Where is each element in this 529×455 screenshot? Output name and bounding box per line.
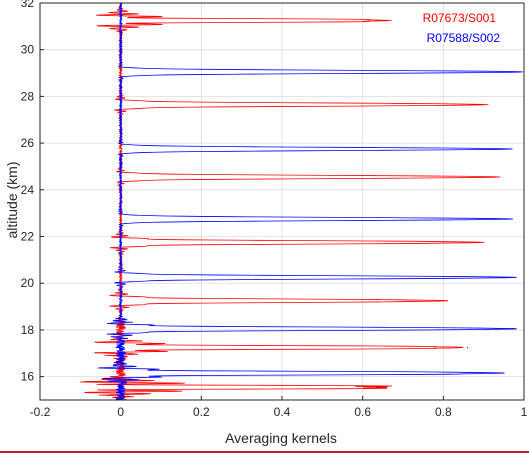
bottom-divider (0, 451, 529, 453)
peak-point-2-3 (511, 218, 513, 220)
peak-point-1-4 (483, 241, 485, 243)
x-axis-label: Averaging kernels (225, 430, 337, 446)
y-tick-label-5: 26 (21, 136, 35, 150)
series-line-1 (79, 2, 500, 401)
y-tick-label-4: 24 (21, 183, 35, 197)
peak-point-1-2 (487, 103, 489, 106)
peak-point-1-1 (390, 19, 392, 22)
y-tick-label-2: 20 (21, 276, 35, 290)
peak-point-2-2 (511, 148, 513, 150)
peak-point-2-4 (515, 276, 517, 278)
x-tick-label-1: 0 (117, 405, 124, 419)
peak-point-1-7 (386, 386, 388, 388)
x-tick-label-5: 0.8 (435, 405, 452, 419)
peak-point-1-6 (466, 346, 469, 349)
x-tick-label-3: 0.4 (274, 405, 291, 419)
series-1 (79, 2, 501, 401)
y-axis-label: altitude (km) (4, 161, 20, 238)
x-tick-label-6: 1 (521, 405, 528, 419)
y-tick-label-0: 16 (21, 370, 35, 384)
x-tick-label-0: -0.2 (30, 405, 51, 419)
y-tick-label-7: 30 (21, 43, 35, 57)
axis-layer: -0.2 0 0.2 0.4 0.6 0.8 1 16 18 20 22 24 26 28 30 32 (21, 0, 528, 419)
x-tick-label-4: 0.6 (354, 405, 371, 419)
series-2 (97, 2, 525, 401)
series-line-2 (97, 2, 523, 401)
peak-point-1-3 (499, 176, 501, 178)
legend-entry-series-2: R07588/S002 (427, 31, 501, 45)
peak-point-1-5 (446, 300, 448, 302)
legend-entry-series-1: R07673/S001 (423, 11, 497, 25)
peak-point-2-5 (515, 328, 517, 330)
peak-point-2-6 (503, 372, 505, 374)
y-tick-label-3: 22 (21, 230, 35, 244)
x-tick-label-2: 0.2 (193, 405, 210, 419)
series-layer (79, 2, 525, 401)
grid-layer (39, 2, 525, 400)
y-tick-label-6: 28 (21, 89, 35, 103)
legend: R07673/S001 R07588/S002 (423, 11, 501, 45)
y-tick-label-8: 32 (21, 0, 35, 10)
y-tick-label-1: 18 (21, 323, 35, 337)
